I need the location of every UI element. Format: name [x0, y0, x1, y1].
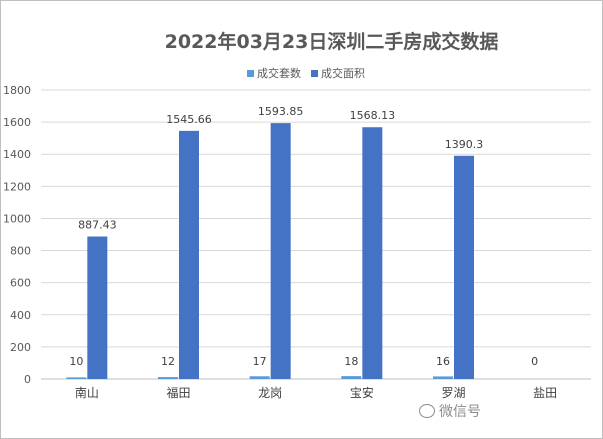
- y-tick-label: 800: [10, 245, 31, 258]
- bar-series-1: [341, 376, 362, 379]
- bar-series-2: [454, 155, 474, 379]
- bar-series-2: [362, 127, 383, 379]
- bar-series-2: [270, 123, 291, 379]
- x-tick-label: 福田: [166, 385, 190, 400]
- bar-series-1: [249, 376, 270, 379]
- data-label: 1390.3: [445, 138, 484, 151]
- bar-series-2: [179, 130, 199, 379]
- data-label: 1593.85: [258, 105, 304, 118]
- legend-label-series-2: 成交面积: [321, 67, 365, 80]
- wechat-icon: [419, 404, 435, 418]
- data-label: 18: [344, 355, 358, 368]
- y-tick-label: 1000: [3, 212, 31, 225]
- watermark: 微信号: [419, 401, 481, 421]
- x-tick-label: 宝安: [350, 385, 374, 400]
- data-label: 12: [161, 355, 175, 368]
- bar-series-1: [158, 377, 178, 379]
- y-tick-label: 1800: [3, 84, 31, 97]
- data-label: 16: [436, 355, 450, 368]
- bar-series-1: [433, 376, 453, 379]
- bar-series-1: [66, 377, 87, 379]
- legend-item-series-2: 成交面积: [311, 65, 365, 81]
- legend-swatch-series-1: [247, 69, 254, 77]
- legend-label-series-1: 成交套数: [257, 67, 301, 80]
- data-label: 1568.13: [350, 109, 396, 122]
- y-tick-label: 1600: [3, 116, 31, 129]
- data-label: 10: [69, 355, 83, 368]
- x-tick-label: 罗湖: [441, 385, 465, 400]
- y-tick-label: 400: [10, 309, 31, 322]
- y-tick-label: 200: [10, 341, 31, 354]
- data-label: 1545.66: [166, 113, 212, 126]
- legend: 成交套数 成交面积: [247, 65, 365, 81]
- chart-title: 2022年03月23日深圳二手房成交数据: [164, 31, 499, 53]
- data-label: 887.43: [78, 219, 117, 232]
- legend-swatch-series-2: [311, 69, 318, 77]
- x-tick-label: 龙岗: [258, 386, 282, 400]
- x-tick-label: 南山: [75, 385, 99, 400]
- legend-item-series-1: 成交套数: [247, 65, 301, 81]
- bar-series-2: [87, 236, 108, 379]
- data-label: 17: [253, 355, 267, 368]
- watermark-text: 微信号: [439, 404, 481, 420]
- y-tick-label: 1200: [3, 180, 31, 193]
- x-tick-label: 盐田: [533, 386, 557, 400]
- data-label: 0: [531, 355, 538, 368]
- y-tick-label: 0: [24, 373, 31, 386]
- y-tick-label: 600: [10, 277, 31, 290]
- y-tick-label: 1400: [3, 148, 31, 161]
